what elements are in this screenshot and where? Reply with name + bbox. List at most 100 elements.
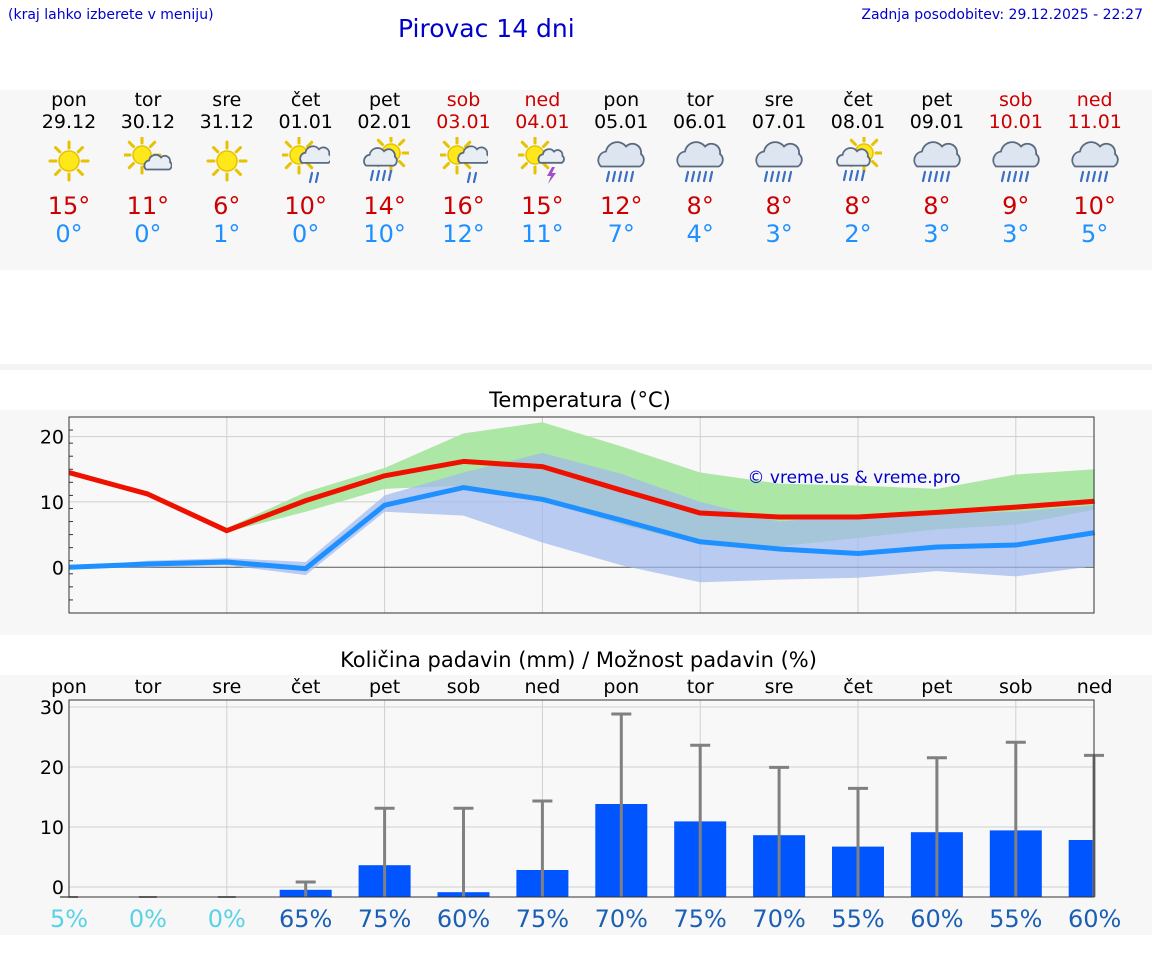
forecast-max-temp: 8° [765,192,793,220]
day-axis-label: sre [765,676,794,698]
forecast-date: 01.01 [278,111,333,133]
forecast-day: tor 30.12 11° 0° [108,89,187,248]
forecast-day: sre 31.12 6° 1° [187,89,266,248]
forecast-day: sob 03.01 16° 12° [424,89,503,248]
forecast-date: 29.12 [41,111,97,133]
forecast-day-name: čet [843,89,873,111]
precip-bar [1068,840,1095,897]
forecast-day-name: tor [134,89,162,111]
weather-icon [992,141,1040,183]
y-tick-label: 30 [40,697,64,719]
forecast-min-temp: 11° [521,220,564,248]
weather-icon [518,137,566,184]
weather-icon [676,141,724,183]
forecast-day-name: pet [921,89,953,111]
forecast-max-temp: 8° [844,192,872,220]
forecast-max-temp: 6° [213,192,241,220]
forecast-max-temp: 10° [1073,192,1116,220]
forecast-day-name: pet [368,89,401,111]
forecast-day-name: sre [212,89,242,111]
y-tick-label: 0 [52,877,64,899]
forecast-day-name: pon [603,89,640,111]
forecast-max-temp: 14° [363,192,406,220]
forecast-date: 02.01 [357,111,412,133]
forecast-date: 08.01 [830,111,886,133]
forecast-date: 09.01 [909,111,965,133]
forecast-date: 07.01 [751,111,807,133]
forecast-day: pet 09.01 8° 3° [897,89,976,248]
forecast-max-temp: 16° [442,192,485,220]
sun-icon [48,140,90,182]
forecast-day-name: tor [686,89,714,111]
forecast-day: pon 29.12 15° 0° [30,89,109,248]
forecast-min-temp: 10° [363,220,406,248]
cloud-sun-rain-icon [836,137,882,182]
precipitation-chart: pon tor sre čet pet sob ned pon tor sre čet pet sob n… [40,676,1122,933]
day-axis-label: pon [51,676,87,698]
precip-probability: 60% [1068,905,1121,933]
sun-icon [206,140,248,182]
day-axis-label: tor [134,676,161,698]
forecast-day-name: ned [524,89,561,111]
weather-icon [439,137,488,184]
forecast-max-temp: 15° [521,192,564,220]
precipitation-chart-title: Količina padavin (mm) / Možnost padavin … [340,648,817,672]
forecast-min-temp: 1° [213,220,241,248]
forecast-day: pet 02.01 14° 10° [345,89,424,248]
location-menu-hint[interactable]: (kraj lahko izberete v meniju) [8,7,214,23]
forecast-min-temp: 2° [844,220,872,248]
precip-probability: 0% [129,905,167,933]
forecast-day: sob 10.01 9° 3° [976,89,1055,248]
day-axis-label: ned [525,676,561,698]
precip-probability: 75% [516,905,569,933]
forecast-min-temp: 12° [442,220,485,248]
daily-forecast-strip: pon 29.12 15° 0° tor 30.12 11° 0° sre 31.12 6° 1° če… [0,89,1152,270]
precip-probability: 60% [910,905,963,933]
day-axis-label: pon [603,676,639,698]
forecast-min-temp: 3° [1002,220,1030,248]
forecast-max-temp: 8° [686,192,714,220]
precip-probability: 70% [595,905,648,933]
forecast-date: 10.01 [988,111,1043,133]
precip-probability: 5% [50,905,88,933]
day-axis-label: tor [687,676,714,698]
y-tick-label: 10 [40,492,64,514]
forecast-day-name: sob [999,89,1033,111]
sun-cloud-rain-icon [439,137,488,184]
temperature-chart-title: Temperatura (°C) [489,388,671,412]
forecast-day: pon 05.01 12° 7° [582,89,661,248]
forecast-min-temp: 3° [923,220,951,248]
cloud-rain-icon [992,141,1040,183]
day-axis-label: sob [999,676,1033,698]
y-tick-label: 20 [40,757,64,779]
day-axis-label: sob [447,676,481,698]
forecast-day: ned 11.01 10° 5° [1055,89,1134,248]
cloud-rain-icon [676,141,724,183]
max-temp-line [68,458,1095,534]
day-axis-label: čet [843,676,873,698]
watermark: © vreme.us & vreme.pro [747,468,960,488]
precip-probability: 0% [208,905,246,933]
precip-probability: 60% [437,905,490,933]
plot-frame [68,416,1095,614]
weather-icon [836,137,882,182]
weather-icon [281,137,330,184]
weather-icon [1071,141,1119,183]
precip-probability: 65% [279,905,332,933]
forecast-max-temp: 11° [126,192,170,220]
forecast-date: 05.01 [594,111,649,133]
forecast-date: 06.01 [672,111,728,133]
forecast-date: 31.12 [199,111,254,133]
forecast-date: 03.01 [436,111,491,133]
weather-icon [755,141,803,183]
forecast-min-temp: 0° [55,220,83,248]
weather-icon [597,141,645,183]
day-axis-label: sre [212,676,241,698]
y-tick-label: 20 [40,427,64,449]
plot-frame [68,699,1095,898]
precip-probability: 75% [674,905,727,933]
cloud-sun-rain-icon [362,137,409,182]
day-axis-label: pet [921,676,952,698]
forecast-min-temp: 5° [1081,220,1109,248]
precip-probability: 55% [831,905,884,933]
